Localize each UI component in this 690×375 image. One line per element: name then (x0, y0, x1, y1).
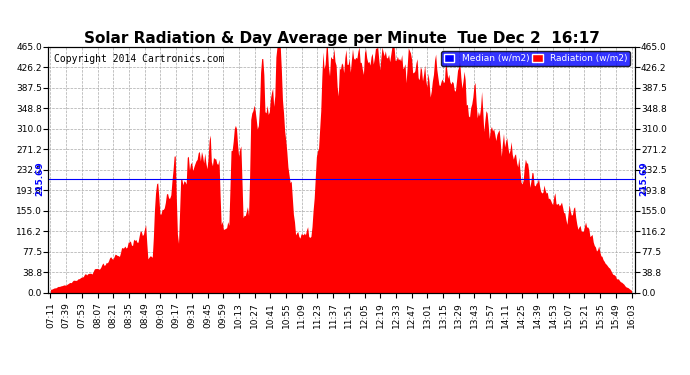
Title: Solar Radiation & Day Average per Minute  Tue Dec 2  16:17: Solar Radiation & Day Average per Minute… (83, 31, 600, 46)
Legend: Median (w/m2), Radiation (w/m2): Median (w/m2), Radiation (w/m2) (441, 51, 630, 66)
Text: 215.69: 215.69 (639, 161, 648, 196)
Text: 215.69: 215.69 (35, 161, 44, 196)
Text: Copyright 2014 Cartronics.com: Copyright 2014 Cartronics.com (55, 54, 224, 64)
